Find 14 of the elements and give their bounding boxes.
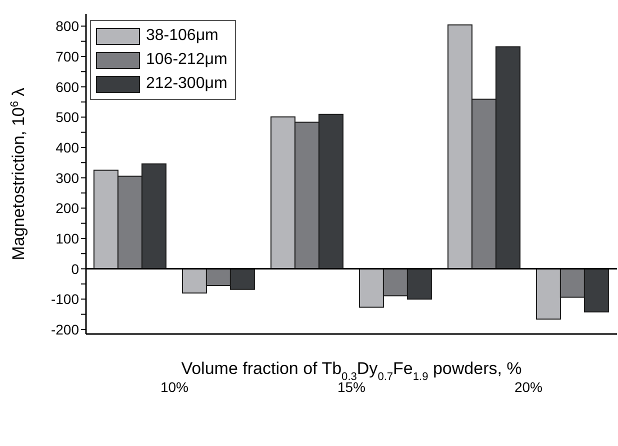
y-tick-label: 600 <box>56 78 80 95</box>
y-tick-label: 0 <box>71 260 80 277</box>
legend-label: 106-212μm <box>146 51 228 69</box>
y-tick-label: -100 <box>50 291 80 308</box>
y-tick-label: 400 <box>56 139 80 156</box>
y-tick-label: 500 <box>56 109 80 126</box>
y-tick-label: 300 <box>56 170 80 186</box>
y-tick-label: 700 <box>56 48 80 64</box>
legend-label: 38-106μm <box>146 27 218 45</box>
y-tick-label: 200 <box>56 200 80 216</box>
y-tick-label: -200 <box>50 321 80 338</box>
y-tick-label: 800 <box>56 18 80 34</box>
legend-label: 212-300μm <box>146 75 228 93</box>
y-tick-label: 100 <box>56 230 80 246</box>
